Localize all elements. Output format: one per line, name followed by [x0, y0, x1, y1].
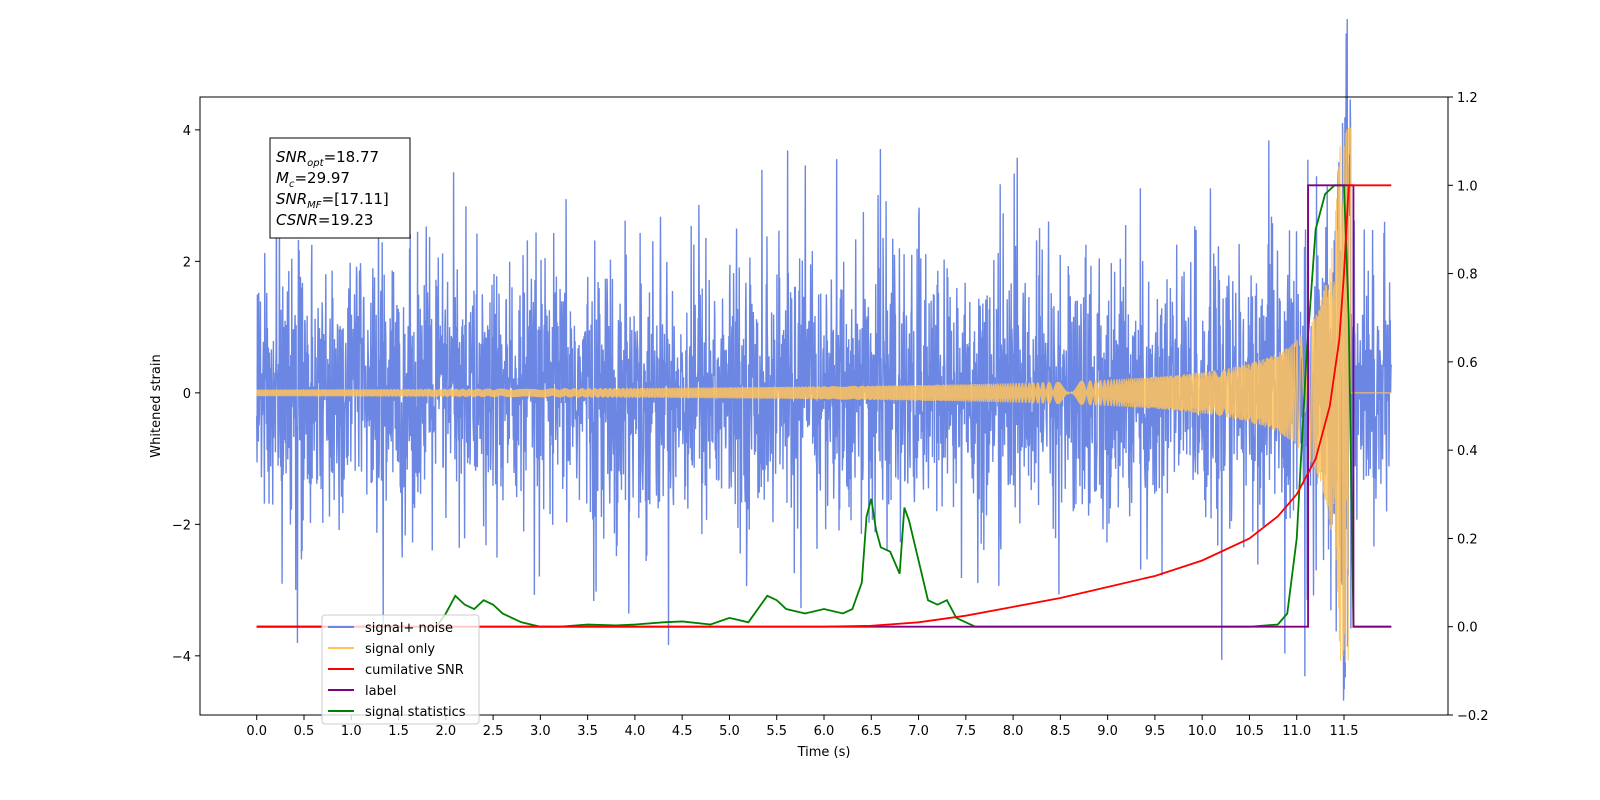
legend-label: signal+ noise — [365, 621, 453, 636]
legend-label: signal only — [365, 642, 435, 657]
x-tick-label: 7.0 — [908, 724, 929, 739]
x-tick-label: 2.0 — [435, 724, 456, 739]
y2-tick-label: 0.4 — [1457, 444, 1478, 459]
stats-subscript: c — [289, 179, 295, 190]
x-tick-label: 11.0 — [1282, 724, 1311, 739]
x-tick-label: 6.5 — [861, 724, 882, 739]
x-tick-label: 3.5 — [577, 724, 598, 739]
y2-tick-label: −0.2 — [1457, 709, 1489, 724]
stats-line: SNRopt=18.77 — [276, 148, 379, 169]
y-tick-label: −2 — [172, 518, 191, 533]
stats-value: =29.97 — [294, 169, 350, 187]
y2-tick-label: 0.2 — [1457, 532, 1478, 547]
x-tick-label: 4.5 — [672, 724, 693, 739]
series-signal-statistics — [256, 184, 1392, 628]
x-axis-label: Time (s) — [797, 745, 851, 760]
x-tick-label: 5.5 — [766, 724, 787, 739]
stats-symbol: CSNR — [276, 211, 318, 229]
x-tick-label: 10.5 — [1235, 724, 1264, 739]
x-tick-label: 5.0 — [719, 724, 740, 739]
y2-tick-label: 0.8 — [1457, 268, 1478, 283]
legend: signal+ noise signal only cumilative SNR la… — [321, 614, 480, 725]
y-axis-right: −0.2 0.0 0.2 0.4 0.6 0.8 1.0 1.2 — [1448, 91, 1489, 724]
stats-subscript: MF — [307, 200, 322, 211]
y-axis-left: −4 −2 0 2 4 — [172, 124, 200, 665]
x-tick-label: 7.5 — [955, 724, 976, 739]
x-axis: 0.0 0.5 1.0 1.5 2.0 2.5 3.0 3.5 4.0 4.5 5.0 5.5 6.0 6… — [246, 715, 1358, 739]
stats-value: =19.23 — [318, 211, 374, 229]
y-tick-label: 0 — [183, 387, 191, 402]
stats-value: =[17.11] — [322, 190, 389, 208]
x-tick-label: 2.5 — [483, 724, 504, 739]
legend-label: label — [365, 684, 396, 699]
x-tick-label: 11.5 — [1330, 724, 1359, 739]
stats-box-frame — [269, 137, 411, 239]
stats-value: =18.77 — [324, 148, 380, 166]
stats-subscript: opt — [307, 158, 324, 169]
y-axis-label: Whitened strain — [149, 354, 164, 457]
legend-label: signal statistics — [365, 705, 466, 720]
stats-line: SNRMF=[17.11] — [276, 190, 389, 211]
x-tick-label: 8.5 — [1050, 724, 1071, 739]
x-tick-label: 0.0 — [246, 724, 267, 739]
y2-tick-label: 1.2 — [1457, 91, 1478, 106]
series-signal-only — [256, 127, 1392, 663]
stats-symbol: SNR — [276, 148, 307, 166]
x-tick-label: 1.0 — [341, 724, 362, 739]
series-label — [256, 184, 1392, 628]
series-signal-noise — [256, 18, 1392, 701]
y-tick-label: 2 — [183, 255, 191, 270]
legend-frame — [321, 614, 480, 725]
y-tick-label: 4 — [183, 124, 191, 139]
x-tick-label: 10.0 — [1188, 724, 1217, 739]
y2-tick-label: 1.0 — [1457, 179, 1478, 194]
y2-tick-label: 0.6 — [1457, 356, 1478, 371]
x-tick-label: 8.0 — [1003, 724, 1024, 739]
plot-area — [256, 18, 1392, 701]
stats-line: Mc=29.97 — [276, 169, 350, 190]
series-cumulative-snr — [256, 184, 1392, 628]
x-tick-label: 0.5 — [294, 724, 315, 739]
x-tick-label: 4.0 — [625, 724, 646, 739]
stats-line: CSNR=19.23 — [276, 211, 373, 229]
x-tick-label: 3.0 — [530, 724, 551, 739]
x-tick-label: 9.0 — [1097, 724, 1118, 739]
x-tick-label: 9.5 — [1145, 724, 1166, 739]
legend-label: cumilative SNR — [365, 663, 464, 678]
x-tick-label: 1.5 — [388, 724, 409, 739]
y2-tick-label: 0.0 — [1457, 621, 1478, 636]
stats-annotation-box: SNRopt=18.77Mc=29.97SNRMF=[17.11]CSNR=19… — [269, 137, 411, 239]
stats-symbol: M — [276, 169, 289, 187]
stats-symbol: SNR — [276, 190, 307, 208]
x-tick-label: 6.0 — [814, 724, 835, 739]
y-tick-label: −4 — [172, 650, 191, 665]
